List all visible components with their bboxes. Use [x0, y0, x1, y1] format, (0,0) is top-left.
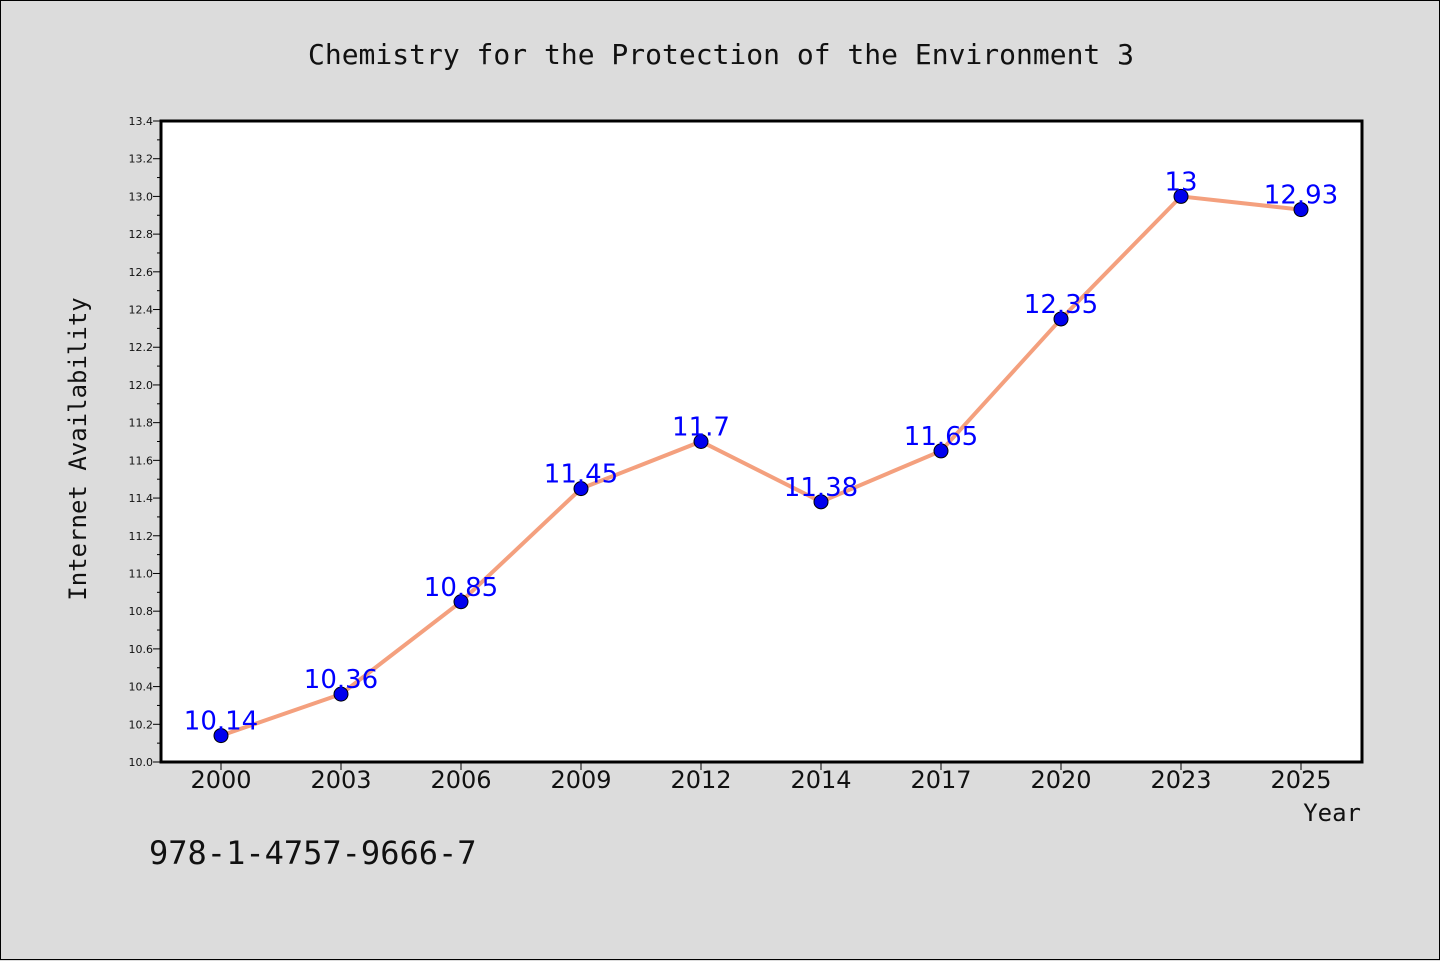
y-tick-label: 13.2	[129, 153, 154, 166]
data-point-label: 11.7	[672, 413, 730, 443]
y-tick-label: 13.4	[129, 115, 154, 128]
y-tick-label: 10.8	[129, 605, 154, 618]
x-tick-label: 2009	[550, 766, 611, 794]
chart-title: Chemistry for the Protection of the Envi…	[308, 38, 1134, 71]
y-tick-label: 11.8	[129, 417, 154, 430]
data-point-label: 12.93	[1264, 181, 1338, 211]
y-tick-label: 12.2	[129, 341, 154, 354]
y-tick-label: 13.0	[129, 190, 154, 203]
x-axis-label: Year	[1303, 799, 1361, 827]
y-tick-label: 12.8	[129, 228, 154, 241]
x-tick-label: 2012	[670, 766, 731, 794]
plot-area	[159, 119, 1364, 764]
data-point-marker	[573, 481, 589, 497]
data-point-label: 10.36	[304, 665, 378, 695]
data-point-label: 11.45	[544, 460, 618, 490]
y-tick-label: 12.6	[129, 266, 154, 279]
data-point-label: 11.38	[784, 473, 858, 503]
x-tick-label: 2023	[1150, 766, 1211, 794]
x-tick-label: 2000	[190, 766, 251, 794]
isbn-footer: 978-1-4757-9666-7	[149, 834, 477, 872]
data-point-label: 11.65	[904, 422, 978, 452]
data-point-marker	[1053, 311, 1069, 327]
data-point-label: 10.14	[184, 707, 258, 737]
y-tick-label: 11.2	[129, 530, 154, 543]
data-point-label: 10.85	[424, 573, 498, 603]
data-point-marker	[1293, 202, 1309, 218]
x-tick-label: 2003	[310, 766, 371, 794]
data-point-marker	[813, 494, 829, 510]
data-point-label: 13	[1164, 167, 1197, 197]
x-tick-label: 2017	[910, 766, 971, 794]
y-axis-label: Internet Availability	[64, 297, 92, 600]
y-tick-label: 11.4	[129, 492, 154, 505]
y-tick-label: 11.6	[129, 454, 154, 467]
x-tick-label: 2025	[1270, 766, 1331, 794]
y-axis: 10.0 10.2 10.4 10.6 10.8 11.0 11.2 11.4 11.6 11.8…	[129, 115, 161, 769]
y-tick-label: 10.4	[129, 681, 154, 694]
y-tick-label: 12.0	[129, 379, 154, 392]
x-tick-label: 2014	[790, 766, 851, 794]
x-tick-label: 2020	[1030, 766, 1091, 794]
series-line	[220, 194, 1302, 738]
data-labels: 10.14 10.36 10.85 11.45 11.7 11.38 11.65 12.35 1…	[184, 167, 1338, 736]
y-tick-label: 12.4	[129, 304, 154, 317]
data-point-label: 12.35	[1024, 290, 1098, 320]
data-point-marker	[693, 434, 709, 449]
y-tick-label: 11.0	[129, 567, 154, 580]
data-point-marker	[1173, 188, 1189, 204]
data-point-marker	[453, 594, 469, 610]
y-tick-label: 10.2	[129, 718, 154, 731]
x-axis: 2000 2003 2006 2009 2012 2014 2017 2020 2023 2025	[190, 762, 1332, 794]
y-tick-label: 10.6	[129, 643, 154, 656]
data-point-marker	[213, 728, 229, 744]
data-point-marker	[333, 686, 349, 702]
y-tick-label: 10.0	[129, 756, 154, 769]
series-markers	[213, 188, 1309, 744]
data-point-marker	[933, 443, 949, 459]
x-tick-label: 2006	[430, 766, 491, 794]
